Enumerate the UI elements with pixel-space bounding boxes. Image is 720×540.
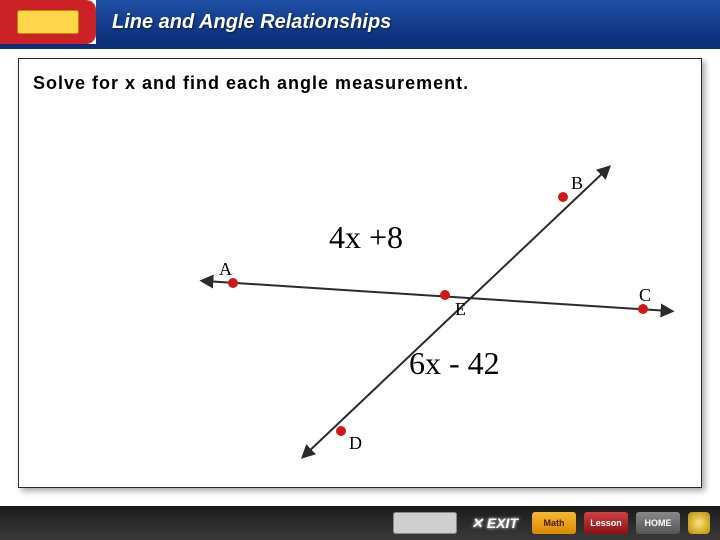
problem-prompt: Solve for x and find each angle measurem… [33, 73, 689, 94]
home-button[interactable]: HOME [636, 512, 680, 534]
home-label: HOME [645, 518, 672, 528]
line-AC [205, 281, 669, 311]
publisher-badge-icon [688, 512, 710, 534]
footer-chip [393, 512, 457, 534]
diagram-svg: A B C D E [199, 125, 679, 465]
banner-body: Line and Angle Relationships [96, 0, 720, 44]
geometry-diagram: A B C D E [199, 125, 679, 465]
point-A [228, 278, 238, 288]
math-online-label: Math [544, 518, 565, 528]
label-B: B [571, 173, 583, 193]
x-icon: ✕ [471, 515, 483, 532]
point-C [638, 304, 648, 314]
angle-label-AEB: 4x +8 [329, 219, 403, 256]
exit-button[interactable]: ✕ EXIT [471, 515, 518, 532]
label-E: E [455, 299, 466, 319]
lesson-number-tab [0, 0, 96, 44]
point-B [558, 192, 568, 202]
label-C: C [639, 285, 651, 305]
lesson-resources-button[interactable]: Lesson [584, 512, 628, 534]
math-online-button[interactable]: Math [532, 512, 576, 534]
problem-card: Solve for x and find each angle measurem… [18, 58, 702, 488]
banner-underline [0, 44, 720, 49]
angle-label-CED: 6x - 42 [409, 345, 500, 382]
title-banner: Line and Angle Relationships [0, 0, 720, 44]
exit-label: EXIT [487, 515, 518, 531]
label-D: D [349, 433, 362, 453]
slide-stage: Line and Angle Relationships Solve for x… [0, 0, 720, 540]
point-D [336, 426, 346, 436]
label-A: A [219, 259, 232, 279]
point-E [440, 290, 450, 300]
lesson-resources-label: Lesson [590, 518, 622, 528]
banner-title: Line and Angle Relationships [112, 11, 391, 34]
footer-bar: ✕ EXIT Math Lesson HOME [0, 506, 720, 540]
lesson-number-chip [17, 10, 79, 34]
